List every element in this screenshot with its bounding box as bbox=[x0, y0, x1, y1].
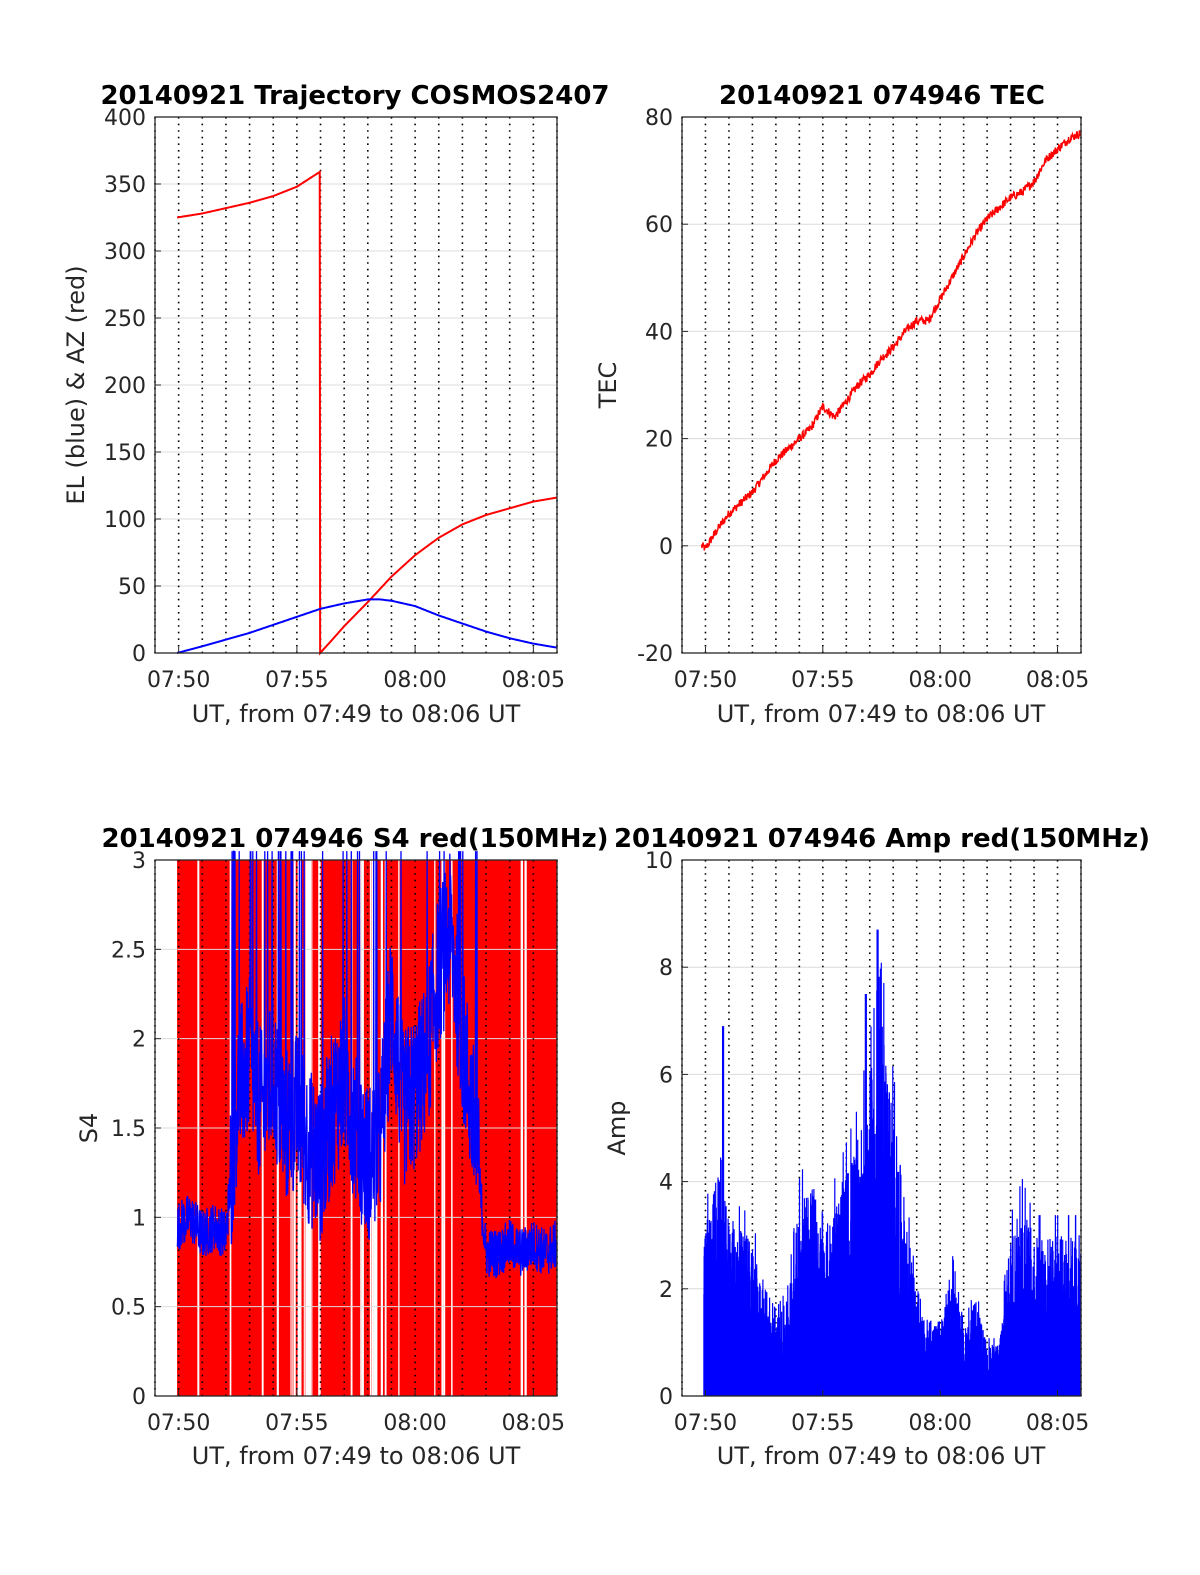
y-tick-label: 2.5 bbox=[111, 938, 146, 963]
y-tick-label: 400 bbox=[104, 106, 146, 131]
y-tick-label: 350 bbox=[104, 173, 146, 198]
x-tick-label: 07:50 bbox=[147, 1411, 210, 1436]
y-tick-label: 20 bbox=[645, 428, 673, 453]
y-tick-label: 100 bbox=[104, 508, 146, 533]
panel-s4: 07:50 07:55 08:00 08:05 0 0.5 1 1.5 2 2.5 3 201409… bbox=[75, 824, 609, 1470]
panel-tec-xlabel: UT, from 07:49 to 08:06 UT bbox=[717, 700, 1046, 728]
y-tick-label: 4 bbox=[659, 1171, 673, 1196]
y-tick-label: 1.5 bbox=[111, 1117, 146, 1142]
y-tick-label: 80 bbox=[645, 106, 673, 131]
series-line bbox=[176, 598, 558, 654]
x-tick-label: 07:50 bbox=[147, 668, 210, 693]
x-tick-label: 08:05 bbox=[1026, 668, 1089, 693]
panel-tec-ticks: 07:50 07:55 08:00 08:05 -20 0 20 40 60 80 bbox=[637, 106, 1089, 693]
y-tick-label: 0.5 bbox=[111, 1296, 146, 1321]
panel-trajectory-ylabel: EL (blue) & AZ (red) bbox=[62, 265, 90, 504]
y-tick-label: 10 bbox=[645, 849, 673, 874]
panel-tec-frame bbox=[681, 116, 1082, 654]
y-tick-label: 0 bbox=[659, 535, 673, 560]
x-tick-label: 07:50 bbox=[674, 668, 737, 693]
panel-amp: 07:50 07:55 08:00 08:05 0 2 4 6 8 10 20140921 074… bbox=[603, 824, 1150, 1470]
y-tick-label: 3 bbox=[132, 849, 146, 874]
x-tick-label: 08:00 bbox=[908, 668, 971, 693]
y-tick-label: 50 bbox=[118, 575, 146, 600]
x-tick-label: 07:55 bbox=[265, 1411, 328, 1436]
x-tick-label: 07:55 bbox=[791, 1411, 854, 1436]
panel-tec-plot bbox=[700, 130, 1082, 551]
panel-s4-xlabel: UT, from 07:49 to 08:06 UT bbox=[192, 1442, 521, 1470]
y-tick-label: 0 bbox=[659, 1385, 673, 1410]
y-tick-label: -20 bbox=[637, 642, 673, 667]
y-tick-label: 250 bbox=[104, 307, 146, 332]
s4-blue-line bbox=[176, 850, 558, 1279]
panel-trajectory-plot bbox=[176, 170, 558, 656]
panel-tec-grid bbox=[681, 116, 1082, 654]
panel-amp-title: 20140921 074946 Amp red(150MHz) bbox=[614, 824, 1150, 854]
x-tick-label: 08:05 bbox=[502, 668, 565, 693]
x-tick-label: 08:05 bbox=[1026, 1411, 1089, 1436]
y-tick-label: 0 bbox=[132, 642, 146, 667]
tec-series-line bbox=[700, 130, 1082, 551]
panel-amp-frame bbox=[681, 859, 1082, 1397]
x-tick-label: 07:55 bbox=[791, 668, 854, 693]
panel-tec: 20140921 074946 TEC 07:50 07:55 08:00 08:05… bbox=[594, 81, 1089, 728]
panel-amp-plot bbox=[703, 929, 1082, 1397]
amp-series-line bbox=[703, 962, 1082, 1397]
x-tick-label: 08:00 bbox=[383, 1411, 446, 1436]
panel-trajectory: 20140921 Trajectory COSMOS2407 07:50 07:5… bbox=[62, 81, 610, 728]
series-line bbox=[176, 170, 558, 656]
x-tick-label: 08:00 bbox=[383, 668, 446, 693]
panel-tec-ylabel: TEC bbox=[594, 362, 622, 410]
panel-amp-ticks: 07:50 07:55 08:00 08:05 0 2 4 6 8 10 bbox=[645, 849, 1089, 1436]
y-tick-label: 200 bbox=[104, 374, 146, 399]
y-tick-label: 150 bbox=[104, 441, 146, 466]
panel-s4-ticks: 07:50 07:55 08:00 08:05 0 0.5 1 1.5 2 2.5 3 bbox=[111, 849, 565, 1436]
panel-s4-ylabel: S4 bbox=[75, 1113, 103, 1144]
panel-s4-plot-blue bbox=[176, 850, 558, 1279]
y-tick-label: 0 bbox=[132, 1385, 146, 1410]
x-tick-label: 07:50 bbox=[674, 1411, 737, 1436]
y-tick-label: 8 bbox=[659, 956, 673, 981]
y-tick-label: 6 bbox=[659, 1063, 673, 1088]
y-tick-label: 60 bbox=[645, 213, 673, 238]
panel-trajectory-grid bbox=[154, 116, 558, 654]
y-tick-label: 40 bbox=[645, 320, 673, 345]
x-tick-label: 07:55 bbox=[265, 668, 328, 693]
y-tick-label: 2 bbox=[132, 1028, 146, 1053]
x-tick-label: 08:05 bbox=[502, 1411, 565, 1436]
panel-trajectory-title: 20140921 Trajectory COSMOS2407 bbox=[100, 81, 609, 111]
panel-trajectory-xlabel: UT, from 07:49 to 08:06 UT bbox=[192, 700, 521, 728]
y-tick-label: 2 bbox=[659, 1278, 673, 1303]
panel-amp-ylabel: Amp bbox=[603, 1100, 631, 1155]
y-tick-label: 300 bbox=[104, 240, 146, 265]
y-tick-label: 1 bbox=[132, 1206, 146, 1231]
panel-s4-title: 20140921 074946 S4 red(150MHz) bbox=[101, 824, 608, 854]
panel-amp-xlabel: UT, from 07:49 to 08:06 UT bbox=[717, 1442, 1046, 1470]
x-tick-label: 08:00 bbox=[908, 1411, 971, 1436]
panel-tec-title: 20140921 074946 TEC bbox=[719, 81, 1045, 111]
panel-trajectory-ticks: 07:50 07:55 08:00 08:05 0 50 100 150 200 250 300 35… bbox=[104, 106, 565, 693]
